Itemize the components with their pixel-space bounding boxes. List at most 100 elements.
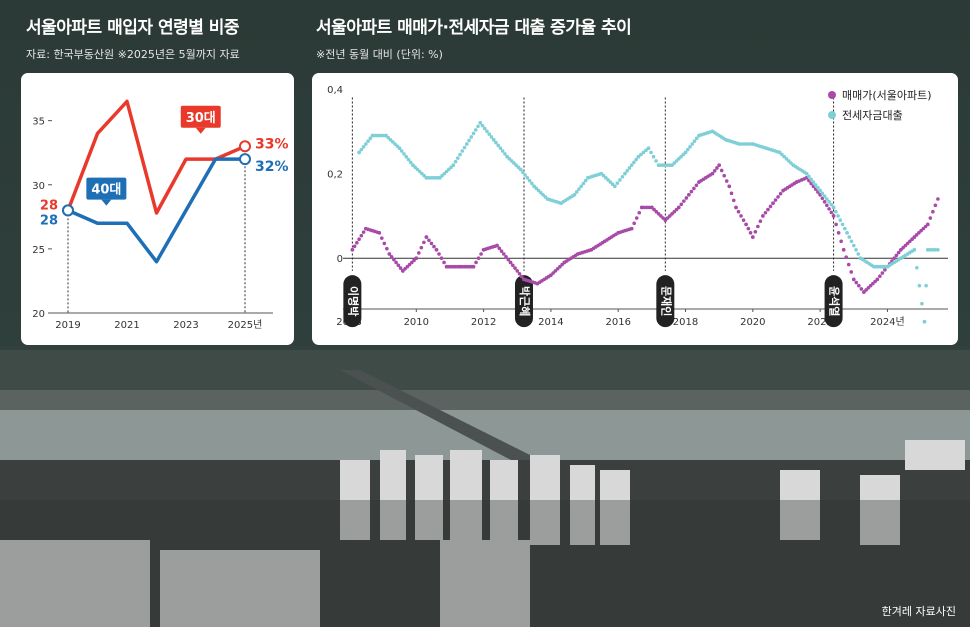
series-point-price [844, 255, 849, 259]
administration-label: 문재인 [659, 286, 673, 316]
start-point-marker [62, 204, 74, 217]
series-point-loan [489, 135, 494, 139]
series-point-price [629, 226, 634, 231]
series-point-loan [831, 205, 836, 210]
series-point-price [923, 224, 928, 229]
series-point-loan [928, 247, 933, 252]
series-point-price [672, 209, 677, 214]
series-point-price [385, 246, 389, 251]
series-point-price [398, 266, 403, 270]
series-point-loan [485, 129, 489, 134]
x-tick-label: 2018 [673, 317, 698, 328]
series-point-price [866, 286, 871, 290]
legend-label: 전세자금대출 [842, 109, 903, 122]
series-point-price [444, 264, 449, 269]
age-share-chart-panel: 20 25 30 35 2019 2021 2023 2025년 33% 28 32% 28 30대 40… [21, 73, 294, 345]
series-point-price [652, 207, 656, 212]
series-point-price [794, 180, 799, 184]
x-tick-label: 2012 [471, 317, 496, 328]
series-point-price [647, 205, 652, 210]
series-point-loan [829, 202, 834, 207]
series-point-loan [440, 173, 444, 178]
series-point-loan [737, 142, 742, 146]
series-point-loan [789, 161, 793, 165]
seoul-cityscape-photo [0, 350, 970, 627]
series-point-price [908, 239, 912, 244]
series-point-loan [710, 129, 715, 134]
series-point-loan [618, 178, 622, 182]
series-point-price [862, 290, 866, 294]
series-point-loan [503, 152, 507, 156]
series-point-price [758, 219, 763, 224]
start-value-label: 28 [40, 198, 58, 213]
series-point-price [352, 244, 357, 249]
series-point-loan [683, 150, 688, 155]
series-point-loan [411, 163, 415, 167]
series-point-price [663, 218, 668, 222]
x-tick-label: 2014 [538, 317, 563, 328]
series-point-price [506, 257, 511, 262]
series-point-price [868, 283, 873, 288]
series-point-loan [872, 264, 876, 269]
series-point-price [674, 207, 679, 212]
series-point-price [851, 277, 856, 282]
series-point-loan [505, 154, 509, 159]
series-point-loan [791, 163, 796, 167]
series-point-loan [384, 133, 388, 138]
series-point-price [768, 204, 773, 209]
series-point-price [422, 240, 426, 245]
series-point-price [849, 270, 854, 274]
series-point-loan [572, 192, 577, 197]
series-point-price [553, 269, 558, 273]
series-point-price [761, 214, 765, 218]
series-point-loan [917, 283, 922, 288]
series-point-price [519, 274, 524, 279]
series-point-price [359, 233, 364, 238]
series-point-loan [361, 145, 366, 149]
series-point-price [616, 231, 621, 235]
x-tick-label: 2020 [740, 317, 765, 328]
photo-credit: 한겨레 자료사진 [881, 605, 956, 618]
series-point-price [682, 199, 686, 203]
series-point-loan [527, 178, 532, 183]
series-point-price [763, 210, 768, 215]
series-point-price [495, 243, 499, 248]
legend-swatch [828, 91, 836, 99]
y-tick-label: 35 [32, 117, 45, 128]
series-point-loan [784, 157, 789, 161]
series-point-price [442, 260, 446, 265]
series-point-price [715, 166, 719, 170]
series-point-loan [545, 197, 550, 201]
series-point-loan [926, 247, 930, 252]
series-point-price [883, 268, 887, 272]
series-point-price [880, 271, 885, 275]
series-point-price [659, 214, 663, 218]
series-point-price [412, 258, 416, 263]
series-point-price [727, 184, 732, 189]
series-point-loan [487, 132, 492, 136]
series-point-loan [507, 157, 512, 161]
series-point-loan [681, 152, 686, 157]
series-point-price [642, 205, 647, 210]
series-point-price [894, 253, 899, 258]
series-point-price [771, 201, 775, 206]
series-point-loan [811, 180, 816, 184]
series-point-price [670, 212, 674, 216]
series-point-price [829, 210, 834, 215]
series-point-loan [509, 159, 514, 163]
series-point-loan [601, 173, 606, 178]
series-point-loan [521, 170, 525, 175]
series-point-loan [402, 152, 406, 156]
series-point-price [479, 252, 483, 256]
series-point-loan [827, 200, 831, 204]
series-point-loan [629, 163, 634, 167]
series-point-price [549, 273, 553, 277]
series-point-loan [849, 239, 854, 244]
series-point-price [654, 209, 659, 214]
y-tick-label: 30 [32, 181, 45, 192]
series-point-loan [931, 247, 935, 252]
series-point-loan [670, 163, 674, 167]
series-point-loan [357, 150, 361, 155]
series-point-loan [764, 146, 769, 151]
series-point-price [914, 233, 919, 237]
